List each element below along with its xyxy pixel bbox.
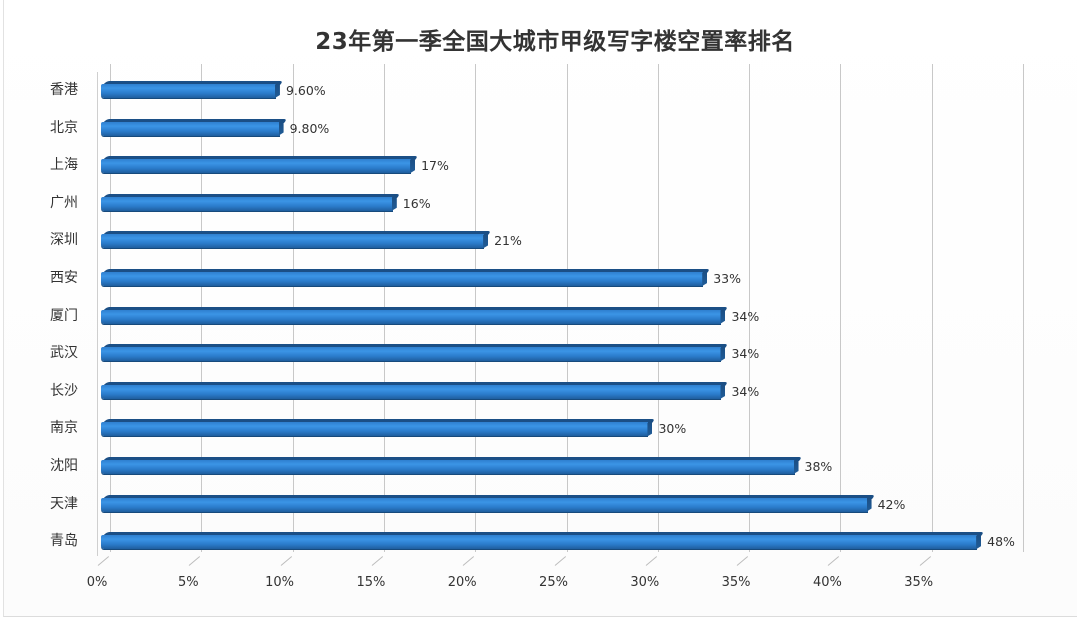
bar	[101, 344, 729, 362]
value-label: 38%	[804, 459, 833, 474]
value-label: 34%	[731, 308, 760, 324]
bar-front-face	[101, 535, 978, 550]
bar-end-cap	[866, 494, 872, 512]
tick-mark	[462, 556, 475, 566]
bar-front-face	[101, 159, 412, 174]
value-label: 9.80%	[289, 120, 330, 136]
bar-front-face	[101, 84, 276, 98]
category-label: 沈阳	[50, 458, 78, 474]
bar	[101, 231, 492, 249]
bar-front-face	[101, 384, 722, 399]
category-label: 青岛	[50, 533, 78, 550]
x-tick-label: 40%	[812, 575, 842, 590]
tick-mark	[919, 556, 931, 566]
bar-end-cap	[274, 81, 280, 98]
tick-mark	[645, 556, 657, 566]
x-tick-label: 20%	[447, 575, 477, 590]
category-label: 香港	[50, 82, 78, 98]
gridline	[1023, 64, 1024, 552]
category-label: 长沙	[50, 382, 78, 399]
category-label: 深圳	[50, 232, 78, 249]
gridline	[840, 64, 842, 552]
bar-end-cap	[720, 306, 726, 324]
bar-end-cap	[410, 156, 416, 174]
bar-end-cap	[720, 381, 726, 399]
x-tick-label: 15%	[356, 575, 386, 590]
x-tick-label: 35%	[904, 575, 934, 590]
tick-mark	[554, 556, 566, 566]
gridline	[931, 64, 933, 552]
x-tick-label: 35%	[721, 575, 751, 590]
tick-mark	[188, 556, 201, 566]
bar-end-cap	[720, 344, 726, 362]
bar	[101, 81, 284, 99]
value-label: 30%	[658, 421, 687, 437]
bar	[101, 118, 287, 137]
value-label: 34%	[731, 383, 760, 399]
bar-end-cap	[702, 269, 708, 286]
bar-front-face	[101, 234, 485, 249]
bar	[101, 381, 729, 400]
bar-front-face	[101, 121, 280, 136]
bar-end-cap	[793, 457, 799, 474]
bar	[101, 457, 802, 475]
bar-end-cap	[647, 419, 653, 437]
category-label: 广州	[50, 194, 78, 211]
chart-title: 23年第一季全国大城市甲级写字楼空置率排名	[315, 29, 795, 55]
category-label: 南京	[50, 420, 78, 437]
bar	[101, 156, 419, 174]
tick-mark	[828, 556, 840, 566]
gridline	[749, 64, 751, 552]
x-tick-label: 5%	[177, 575, 199, 590]
value-label: 21%	[494, 233, 522, 249]
tick-mark	[97, 556, 110, 566]
bar-front-face	[101, 272, 704, 286]
tick-mark	[280, 556, 292, 566]
category-label: 武汉	[50, 345, 78, 362]
value-label: 16%	[402, 195, 431, 211]
bar	[101, 494, 875, 513]
category-label: 天津	[50, 495, 78, 512]
bar	[101, 193, 401, 212]
bar-end-cap	[976, 532, 982, 550]
value-label: 48%	[987, 534, 1015, 550]
x-tick-label: 10%	[265, 575, 295, 590]
bar-front-face	[101, 196, 393, 211]
value-label: 33%	[713, 271, 742, 286]
bar-front-face	[101, 422, 649, 437]
bar	[101, 419, 656, 437]
x-tick-label: 0%	[86, 575, 108, 590]
y-axis-line	[97, 72, 98, 556]
bar-end-cap	[278, 118, 284, 136]
bar-front-face	[101, 309, 722, 324]
category-label: 厦门	[50, 307, 78, 324]
value-label: 9.60%	[285, 83, 326, 98]
x-tick-label: 25%	[539, 575, 568, 590]
bar	[101, 532, 985, 550]
tick-mark	[371, 556, 383, 566]
bar-end-cap	[391, 193, 397, 211]
bar-front-face	[101, 497, 868, 512]
category-label: 西安	[50, 270, 78, 286]
value-label: 34%	[731, 346, 760, 362]
category-label: 上海	[50, 157, 78, 174]
value-label: 17%	[421, 158, 449, 174]
bar	[101, 269, 711, 287]
bar-front-face	[101, 347, 722, 362]
tick-mark	[736, 556, 749, 566]
bar-end-cap	[483, 231, 489, 249]
category-label: 北京	[50, 119, 78, 136]
bar-front-face	[101, 460, 795, 474]
bar	[101, 306, 729, 325]
value-label: 42%	[877, 496, 906, 512]
x-tick-label: 30%	[630, 575, 660, 590]
